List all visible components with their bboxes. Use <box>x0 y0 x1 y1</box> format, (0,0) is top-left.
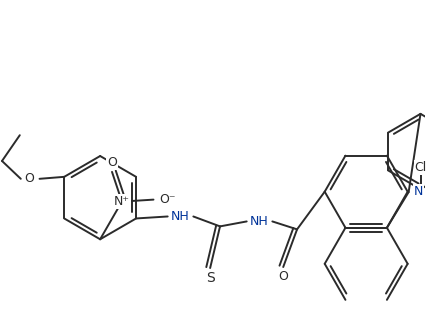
Text: S: S <box>206 271 214 285</box>
Text: NH: NH <box>171 210 190 223</box>
Text: NH: NH <box>250 215 269 228</box>
Text: O⁻: O⁻ <box>159 193 175 206</box>
Text: Cl: Cl <box>414 161 426 174</box>
Text: O: O <box>107 157 117 169</box>
Text: O: O <box>25 172 35 185</box>
Text: N: N <box>414 185 423 198</box>
Text: O: O <box>278 271 288 284</box>
Text: N⁺: N⁺ <box>114 195 130 208</box>
